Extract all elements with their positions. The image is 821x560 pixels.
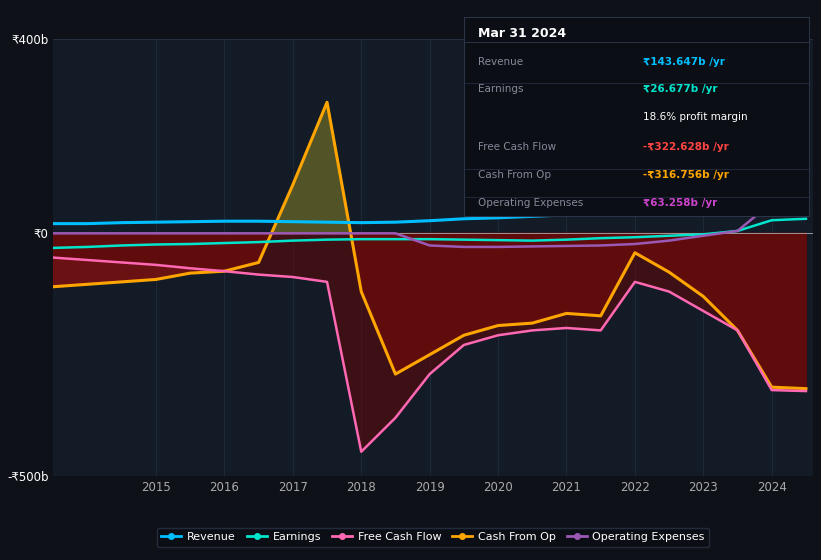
Text: -₹322.628b /yr: -₹322.628b /yr <box>643 142 729 152</box>
Legend: Revenue, Earnings, Free Cash Flow, Cash From Op, Operating Expenses: Revenue, Earnings, Free Cash Flow, Cash … <box>157 528 709 547</box>
Text: -₹316.756b /yr: -₹316.756b /yr <box>643 170 729 180</box>
Text: Free Cash Flow: Free Cash Flow <box>478 142 556 152</box>
Text: Operating Expenses: Operating Expenses <box>478 198 583 208</box>
Text: Revenue: Revenue <box>478 57 523 67</box>
Text: 18.6% profit margin: 18.6% profit margin <box>643 112 748 122</box>
Text: ₹63.258b /yr: ₹63.258b /yr <box>643 198 718 208</box>
Text: ₹143.647b /yr: ₹143.647b /yr <box>643 57 725 67</box>
Text: Cash From Op: Cash From Op <box>478 170 551 180</box>
Text: Mar 31 2024: Mar 31 2024 <box>478 27 566 40</box>
Text: Earnings: Earnings <box>478 85 523 95</box>
Text: ₹26.677b /yr: ₹26.677b /yr <box>643 85 718 95</box>
